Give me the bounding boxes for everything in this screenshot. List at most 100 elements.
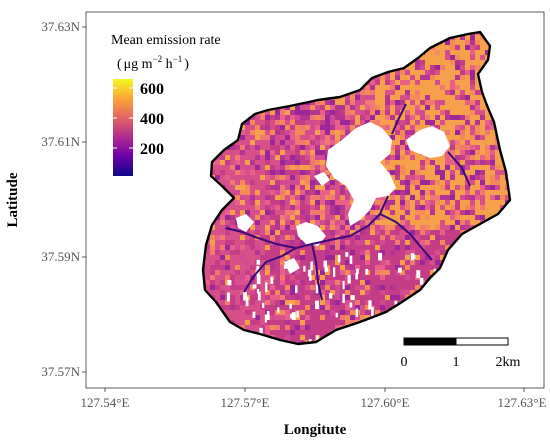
raster-cell [395,60,400,65]
raster-cell [400,210,405,215]
nodata-speck [416,270,421,279]
stream-line [447,151,471,187]
raster-cell [490,120,495,125]
nodata-speck [368,300,372,310]
raster-cell [470,195,475,200]
raster-cell [260,115,265,120]
raster-cell [410,230,415,235]
raster-cell [435,32,440,35]
raster-cell [340,120,345,125]
raster-cell [215,50,220,55]
raster-cell [340,290,345,295]
raster-cell [390,330,395,335]
raster-cell [250,325,255,330]
raster-cell [505,70,510,75]
raster-cell [203,175,205,180]
raster-cell [410,85,415,90]
nodata-speck [375,329,378,337]
raster-cell [360,70,365,75]
raster-cell [345,320,350,325]
raster-cell [475,240,480,245]
raster-cell [285,220,290,225]
raster-cell [445,60,450,65]
raster-cell [230,255,235,260]
raster-cell [265,55,270,60]
raster-cell [285,60,290,65]
raster-cell [260,260,265,265]
raster-cell [455,65,460,70]
raster-cell [430,305,435,310]
raster-cell [395,115,400,120]
raster-cell [255,32,260,35]
raster-cell [345,85,350,90]
raster-cell [405,210,410,215]
raster-cell [465,190,470,195]
raster-cell [505,95,510,100]
raster-cell [335,265,340,270]
raster-cell [210,70,215,75]
raster-cell [405,85,410,90]
raster-cell [240,195,245,200]
raster-cell [275,225,280,230]
raster-cell [235,105,240,110]
raster-cell [475,215,480,220]
raster-cell [370,245,375,250]
raster-cell [280,225,285,230]
raster-cell [460,330,465,335]
raster-cell [325,325,330,330]
raster-cell [340,100,345,105]
raster-cell [315,245,320,250]
raster-cell [305,255,310,260]
raster-cell [290,320,295,325]
raster-cell [300,140,305,145]
raster-cell [300,32,305,35]
raster-cell [280,195,285,200]
raster-cell [205,90,210,95]
raster-cell [330,75,335,80]
raster-cell [235,250,240,255]
raster-cell [335,295,340,300]
raster-cell [235,210,240,215]
raster-cell [330,125,335,130]
raster-cell [485,255,490,260]
raster-cell [290,255,295,260]
raster-cell [445,215,450,220]
raster-cell [505,50,510,55]
raster-cell [475,230,480,235]
raster-cell [310,110,315,115]
raster-cell [475,40,480,45]
raster-cell [485,90,490,95]
raster-cell [415,95,420,100]
raster-cell [490,185,495,190]
raster-cell [335,345,340,350]
raster-cell [415,125,420,130]
raster-cell [260,55,265,60]
raster-cell [470,135,475,140]
raster-cell [400,250,405,255]
raster-cell [225,50,230,55]
raster-cell [315,65,320,70]
raster-cell [220,190,225,195]
raster-cell [203,110,205,115]
raster-cell [490,70,495,75]
raster-cell [495,185,500,190]
raster-cell [275,70,280,75]
raster-cell [230,32,235,35]
raster-cell [380,340,385,344]
raster-cell [220,135,225,140]
raster-cell [300,70,305,75]
raster-cell [260,230,265,235]
raster-cell [415,305,420,310]
raster-cell [510,45,515,50]
raster-cell [470,160,475,165]
raster-cell [350,260,355,265]
raster-cell [265,130,270,135]
raster-cell [205,330,210,335]
raster-cell [460,125,465,130]
raster-cell [465,345,470,350]
raster-cell [320,145,325,150]
raster-cell [425,55,430,60]
raster-cell [330,110,335,115]
raster-cell [290,215,295,220]
raster-cell [290,235,295,240]
